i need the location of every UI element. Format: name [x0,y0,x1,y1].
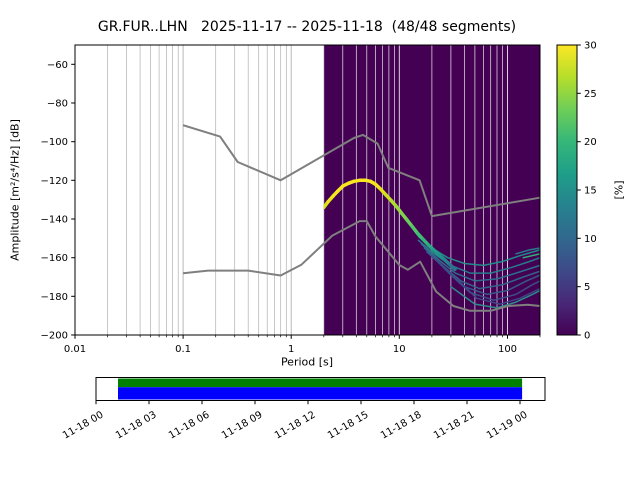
y-tick-label: −80 [47,99,68,110]
timeline-tick-label: 11-19 00 [485,410,529,442]
timeline-tick-label: 11-18 12 [273,410,317,442]
psd-spread [417,235,541,309]
x-tick-label: 0.01 [64,344,86,355]
psd-spread-line [431,254,541,301]
psd-spread-line [417,239,541,274]
colorbar-tick-label: 0 [584,331,590,342]
psd-mode-curve [323,178,457,272]
x-tick-label: 0.1 [175,344,191,355]
plot-title: GR.FUR..LHN 2025-11-17 -- 2025-11-18 (48… [97,19,517,35]
colorbar [556,44,578,336]
colorbar-tick-label: 25 [584,89,597,100]
colorbar-tick-label: 10 [584,234,597,245]
psd-spread-line [435,258,541,305]
y-tick-label: −140 [41,215,68,226]
psd-spread-line [420,243,541,282]
timeline-tick-label: 11-18 21 [432,410,476,442]
y-tick-label: −120 [41,176,68,187]
colorbar-tick-label: 20 [584,137,597,148]
timeline-tick-label: 11-18 03 [114,410,158,442]
x-axis-label: Period [s] [280,355,334,369]
nlnm-curve [182,220,541,312]
colorbar-tick-label: 15 [584,186,597,197]
colorbar-tick-label: 5 [584,282,590,293]
y-tick-label: −160 [41,253,68,264]
psd-spread-line [522,253,541,259]
psd-spread-line [450,285,541,309]
timeline-tick-label: 11-18 15 [326,410,370,442]
psd-spread-line [515,247,541,255]
y-axis-label: Amplitude [m²/s⁴/Hz] [dB] [8,119,22,261]
axes-frame [74,44,541,336]
x-tick-label: 10 [393,344,406,355]
y-tick-label: −60 [47,60,68,71]
nhnm-curve [182,124,541,218]
timeline-tick-label: 11-18 00 [61,410,105,442]
gridlines-left [75,45,324,335]
timeline-tick-label: 11-18 06 [167,410,211,442]
psd-mode-segment [447,262,457,272]
timeline-tick-label: 11-18 18 [379,410,423,442]
x-tick-label: 1 [288,344,294,355]
timeline-tick-label: 11-18 09 [220,410,264,442]
colorbar-label: [%] [612,180,626,200]
y-tick-label: −200 [41,331,68,342]
timeline-coverage-data [118,387,523,400]
y-tick-label: −100 [41,137,68,148]
timeline-coverage-used [118,378,523,388]
colorbar-tick-label: 30 [584,41,597,52]
y-tick-label: −180 [41,292,68,303]
x-tick-label: 100 [498,344,517,355]
